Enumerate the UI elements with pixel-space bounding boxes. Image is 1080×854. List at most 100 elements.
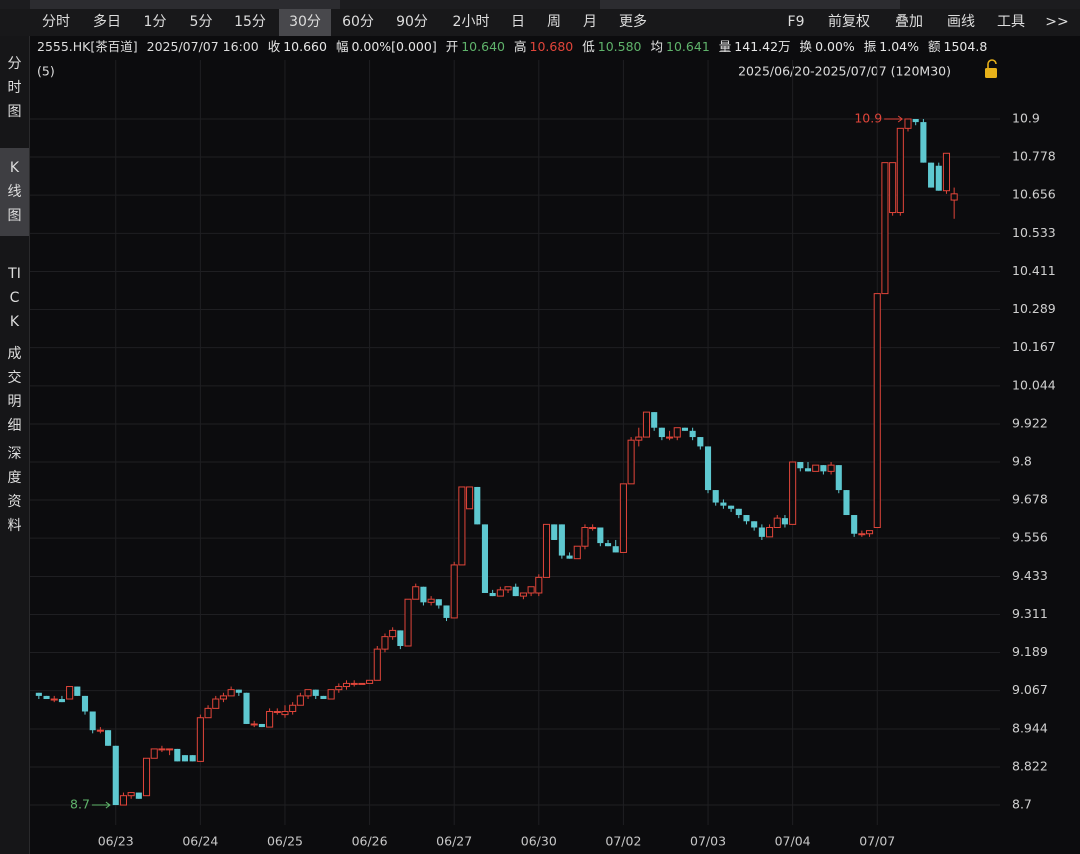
info-value: 10.640 (461, 39, 505, 54)
sidebar-tab[interactable]: K线图 (0, 148, 29, 236)
info-label: 换 (799, 39, 813, 54)
candle-body (335, 686, 343, 691)
candle-body (612, 546, 619, 553)
sidebar-label: 深度资料 (7, 446, 22, 534)
strip-seg (600, 0, 900, 9)
candle-body (835, 465, 842, 491)
candle-body (743, 515, 750, 522)
candle-body (789, 461, 797, 525)
sidebar-tab[interactable]: 分时图 (0, 48, 29, 128)
info-field: 换 0.00% (800, 37, 855, 57)
toolbar-tool[interactable]: F9 (787, 14, 805, 30)
toolbar-tab[interactable]: 周 (547, 14, 561, 30)
toolbar-tab[interactable]: 更多 (619, 14, 647, 30)
info-label: 收 (267, 39, 281, 54)
candle-body (50, 698, 58, 701)
y-tick-label: 10.167 (1012, 339, 1056, 354)
candle-body (681, 427, 688, 431)
sidebar-tab[interactable]: 深度资料 (0, 440, 29, 540)
toolbar-tool[interactable]: 画线 (947, 14, 975, 30)
candle-body (704, 446, 712, 491)
info-value: 10.580 (597, 39, 642, 54)
info-field: 均 10.641 (651, 37, 710, 57)
candle-body (697, 437, 704, 447)
toolbar-tool[interactable]: 叠加 (895, 14, 923, 30)
sidebar-tab[interactable]: 成交明细 (0, 342, 29, 438)
candle-body (481, 524, 489, 593)
y-tick-label: 8.7 (1012, 797, 1032, 812)
toolbar-tab[interactable]: 多日 (93, 14, 121, 30)
x-tick-label: 06/25 (267, 834, 303, 849)
info-label: 量 (718, 39, 732, 54)
candle-body (627, 439, 635, 485)
candle-body (212, 698, 220, 709)
x-tick-label: 06/24 (182, 834, 218, 849)
info-label: 幅 (335, 39, 349, 54)
candle-body (758, 527, 765, 537)
candle-body (158, 748, 166, 751)
candle-body (358, 682, 366, 685)
candle-body (312, 689, 319, 696)
info-label: 振 (863, 39, 877, 54)
toolbar-tab[interactable]: 90分 (396, 14, 428, 30)
sidebar-tab[interactable]: TICK (0, 248, 29, 348)
strip-seg (30, 0, 340, 9)
range-label: 2025/06/20-2025/07/07 (120M30) (738, 64, 951, 79)
candle-body (797, 462, 804, 469)
candle-body (597, 527, 604, 544)
toolbar-tab[interactable]: 月 (583, 14, 597, 30)
candle-body (773, 517, 781, 528)
annotation-arrowhead (105, 801, 111, 809)
candle-body (712, 490, 719, 503)
candle-body (266, 710, 274, 728)
toolbar-tab[interactable]: 1分 (143, 14, 167, 30)
candle-body (227, 689, 235, 697)
sidebar-label: K线图 (7, 160, 22, 224)
x-tick-label: 07/02 (605, 834, 641, 849)
candle-body (166, 748, 174, 751)
candle-body (243, 692, 250, 724)
toolbar-tab[interactable]: 5分 (189, 14, 213, 30)
extreme-annotation: 8.7 (70, 797, 90, 812)
candle-body (204, 707, 212, 719)
y-tick-label: 9.433 (1012, 568, 1048, 583)
candle-body (896, 127, 904, 214)
y-tick-label: 10.656 (1012, 187, 1056, 202)
info-label: 均 (650, 39, 664, 54)
candle-body (489, 592, 496, 597)
candle-body (904, 118, 912, 129)
toolbar-tool[interactable]: >> (1045, 14, 1069, 30)
info-field: 开 10.640 (446, 37, 505, 57)
candle-body (527, 586, 535, 594)
candle-body (181, 755, 189, 762)
candle-body (589, 526, 597, 529)
toolbar-tab[interactable]: 30分 (279, 9, 331, 36)
toolbar-tool[interactable]: 前复权 (828, 14, 870, 30)
toolbar-tab[interactable]: 15分 (234, 14, 266, 30)
info-field: 幅 0.00%[0.000] (336, 37, 437, 57)
candle-body (196, 717, 204, 762)
candle-body (766, 526, 774, 538)
candle-body (635, 436, 643, 441)
candle-body (427, 598, 435, 603)
toolbar-tab[interactable]: 60分 (342, 14, 374, 30)
toolbar-tab[interactable]: 分时 (42, 14, 70, 30)
candle-body (928, 162, 935, 188)
toolbar-tab[interactable]: 2小时 (452, 14, 490, 30)
candle-body (519, 592, 527, 597)
x-tick-label: 06/27 (436, 834, 472, 849)
info-label: 高 (513, 39, 527, 54)
candle-body (942, 152, 951, 192)
candle-body (112, 745, 119, 806)
toolbar-tool[interactable]: 工具 (997, 14, 1025, 30)
y-tick-label: 10.778 (1012, 149, 1056, 164)
candle-body (258, 723, 265, 728)
candle-body (435, 599, 442, 606)
info-value: 0.00% (815, 39, 855, 54)
toolbar-tab[interactable]: 日 (511, 14, 525, 30)
info-value: 0.00%[0.000] (351, 39, 437, 54)
info-value: 1504.8 (943, 39, 988, 54)
datetime: 2025/07/07 16:00 (146, 39, 259, 54)
candle-body (843, 490, 850, 516)
candle-body (728, 505, 735, 509)
